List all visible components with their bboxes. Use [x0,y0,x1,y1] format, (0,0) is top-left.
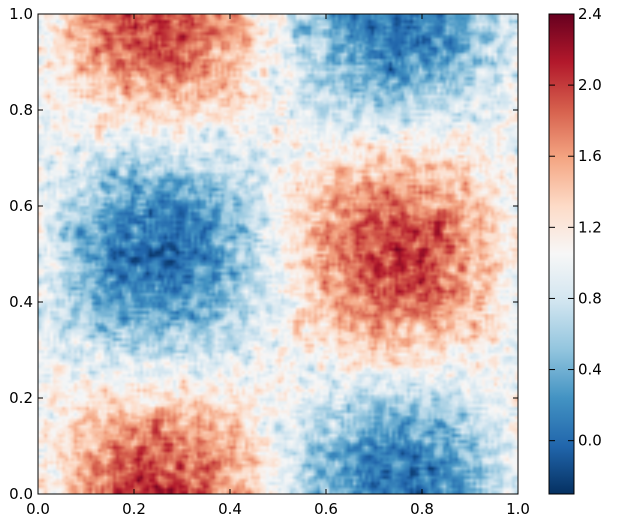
colorbar-gradient [549,14,574,494]
x-tick-label: 0.8 [410,500,434,518]
colorbar-tick-label: 0.8 [578,289,602,307]
y-tick-label: 0.0 [9,485,33,503]
x-tick-label: 1.0 [506,500,530,518]
y-tick-label: 0.2 [9,389,33,407]
y-tick-label: 0.6 [9,197,33,215]
y-tick-label: 1.0 [9,5,33,23]
x-tick-label: 0.4 [218,500,242,518]
colorbar-tick-label: 1.2 [578,218,602,236]
colorbar-tick-label: 2.4 [578,5,602,23]
heatmap-image [38,14,518,494]
colorbar-tick-label: 0.4 [578,361,602,379]
colorbar-ticks [549,13,574,442]
y-tick-label: 0.8 [9,101,33,119]
colorbar-tick-label: 1.6 [578,147,602,165]
colorbar-tick-labels: 0.0 0.4 0.8 1.2 1.6 2.0 2.4 [578,5,602,450]
colorbar-tick-label: 0.0 [578,432,602,450]
y-tick-label: 0.4 [9,293,33,311]
x-axis-ticks [37,14,519,494]
x-tick-label: 0.2 [122,500,146,518]
plot-area: 0.0 0.2 0.4 0.6 0.8 1.0 0.0 0.2 0.4 0.6 0.8 1.0 [9,5,530,518]
colorbar-tick-label: 2.0 [578,76,602,94]
colorbar: 0.0 0.4 0.8 1.2 1.6 2.0 2.4 [548,5,602,495]
x-tick-label: 0.0 [26,500,50,518]
x-axis-tick-labels: 0.0 0.2 0.4 0.6 0.8 1.0 [26,500,530,518]
y-axis-tick-labels: 0.0 0.2 0.4 0.6 0.8 1.0 [9,5,33,503]
plot-frame [37,13,519,495]
x-tick-label: 0.6 [314,500,338,518]
colorbar-frame [548,13,575,495]
y-axis-ticks [38,13,518,495]
